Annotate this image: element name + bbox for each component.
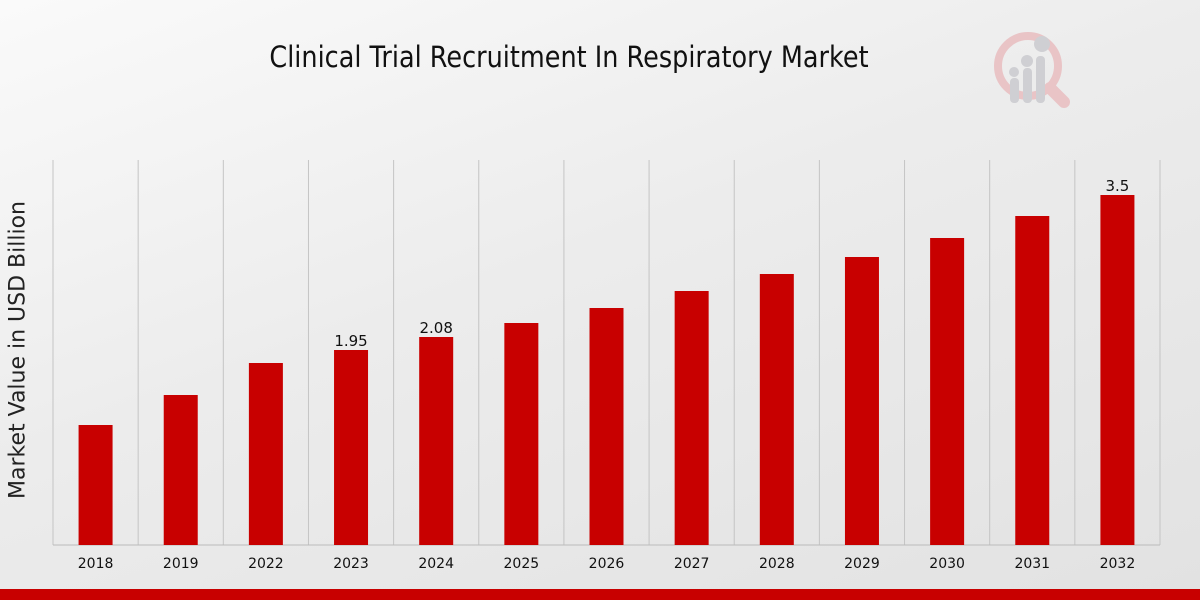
bar-2029 xyxy=(844,257,879,545)
x-tick-label: 2025 xyxy=(504,556,540,572)
data-label: 1.95 xyxy=(334,332,367,350)
x-tick-label: 2030 xyxy=(929,556,965,572)
brand-logo-icon xyxy=(994,32,1070,108)
x-tick-label: 2018 xyxy=(78,556,114,572)
data-label: 2.08 xyxy=(419,319,452,337)
bar-2027 xyxy=(674,291,709,545)
x-tick-label: 2019 xyxy=(163,556,199,572)
bar-2018 xyxy=(78,425,113,545)
bar-2019 xyxy=(163,395,198,545)
bar-2025 xyxy=(504,323,539,545)
bar-2032 xyxy=(1100,195,1135,545)
bottom-accent-bar xyxy=(0,589,1200,600)
x-tick-label: 2027 xyxy=(674,556,710,572)
x-tick-label: 2026 xyxy=(589,556,625,572)
x-tick-label: 2022 xyxy=(248,556,284,572)
x-tick-label: 2029 xyxy=(844,556,880,572)
data-label: 3.5 xyxy=(1105,177,1129,195)
bar-2024 xyxy=(419,337,454,545)
bar-2026 xyxy=(589,308,624,545)
bar-2031 xyxy=(1015,216,1050,545)
x-tick-label: 2031 xyxy=(1014,556,1050,572)
bar-2023 xyxy=(334,350,369,545)
bar-2030 xyxy=(930,238,965,545)
x-tick-label: 2028 xyxy=(759,556,795,572)
x-tick-label: 2023 xyxy=(333,556,369,572)
chart-title: Clinical Trial Recruitment In Respirator… xyxy=(269,40,869,74)
bar-2028 xyxy=(759,274,794,545)
bar-2022 xyxy=(248,363,283,545)
x-tick-label: 2032 xyxy=(1100,556,1136,572)
x-tick-label: 2024 xyxy=(418,556,454,572)
